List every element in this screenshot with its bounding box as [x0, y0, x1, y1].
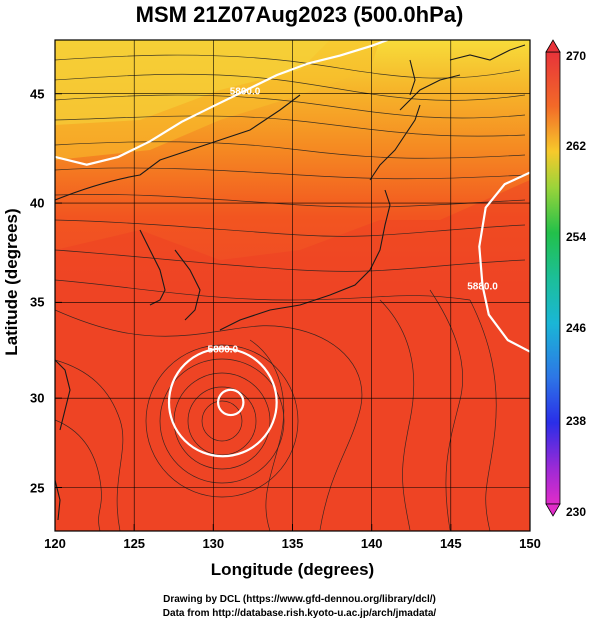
x-tick-label: 145	[439, 536, 462, 551]
colorbar-scale	[545, 51, 561, 505]
contour-label: 5880.0	[208, 345, 239, 356]
contour-label: 5800.0	[230, 87, 261, 98]
colorbar	[545, 39, 561, 517]
chart-title: MSM 21Z07Aug2023 (500.0hPa)	[135, 2, 464, 27]
y-tick-label: 45	[30, 86, 45, 102]
colorbar-max-arrow	[545, 39, 561, 53]
credit-data: Data from http://database.rish.kyoto-u.a…	[162, 608, 437, 619]
contour-line	[216, 388, 245, 417]
colorbar-tick-label: 246	[566, 321, 587, 335]
contour-label: 5880.0	[467, 282, 498, 293]
y-tick-label: 40	[30, 195, 45, 211]
x-tick-label: 125	[123, 536, 146, 551]
axis-ticks	[54, 93, 531, 531]
contour-line	[55, 40, 388, 166]
x-axis-label: Longitude (degrees)	[210, 560, 375, 579]
y-tick-label: 25	[30, 480, 45, 495]
graticule	[55, 40, 530, 531]
x-tick-label: 120	[44, 536, 66, 551]
y-axis-label: Latitude (degrees)	[2, 208, 21, 356]
credit-drawing: Drawing by DCL (https://www.gfd-dennou.o…	[163, 594, 436, 605]
x-tick-label: 150	[519, 536, 541, 551]
y-tick-label: 30	[30, 390, 45, 406]
x-tick-label: 140	[360, 536, 383, 551]
x-tick-label: 130	[202, 536, 225, 551]
x-tick-label: 135	[281, 536, 304, 551]
contour-line	[167, 347, 278, 458]
colorbar-min-arrow	[545, 503, 561, 517]
contour-line	[478, 171, 530, 353]
colorbar-tick-label: 230	[566, 505, 587, 519]
plot-area: 5800.0 5880.0 5880.0	[55, 40, 530, 531]
height-contours: 5800.0 5880.0 5880.0	[55, 40, 530, 458]
cyclone-streamlines	[145, 344, 299, 498]
y-tick-label: 35	[30, 294, 45, 310]
colorbar-tick-label: 238	[566, 414, 587, 428]
coastlines	[55, 44, 526, 521]
colorbar-tick-label: 270	[566, 49, 587, 63]
yellow-band-north	[55, 40, 330, 125]
colorbar-tick-label: 254	[566, 230, 587, 244]
streamlines	[55, 54, 526, 531]
colorbar-tick-label: 262	[566, 139, 587, 153]
